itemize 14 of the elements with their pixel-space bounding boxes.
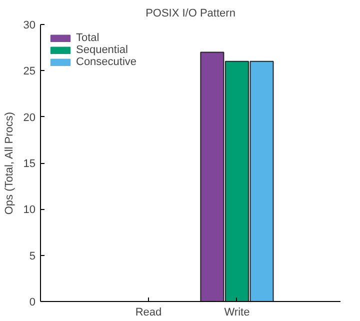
legend-label: Consecutive — [76, 56, 137, 68]
y-tick-label: 25 — [23, 66, 36, 78]
x-tick-label: Write — [224, 306, 250, 318]
x-tick-label: Read — [135, 306, 162, 318]
y-tick-label: 20 — [23, 112, 36, 124]
legend-label: Sequential — [76, 44, 128, 56]
y-tick-label: 15 — [23, 158, 36, 170]
y-axis-title: Ops (Total, All Procs) — [3, 112, 16, 215]
y-tick-label: 30 — [23, 20, 36, 32]
y-tick-label: 5 — [29, 250, 36, 262]
y-tick-label: 0 — [29, 296, 36, 308]
legend-label: Total — [76, 32, 100, 44]
y-tick-label: 10 — [23, 204, 36, 216]
chart-title: POSIX I/O Pattern — [146, 8, 236, 20]
